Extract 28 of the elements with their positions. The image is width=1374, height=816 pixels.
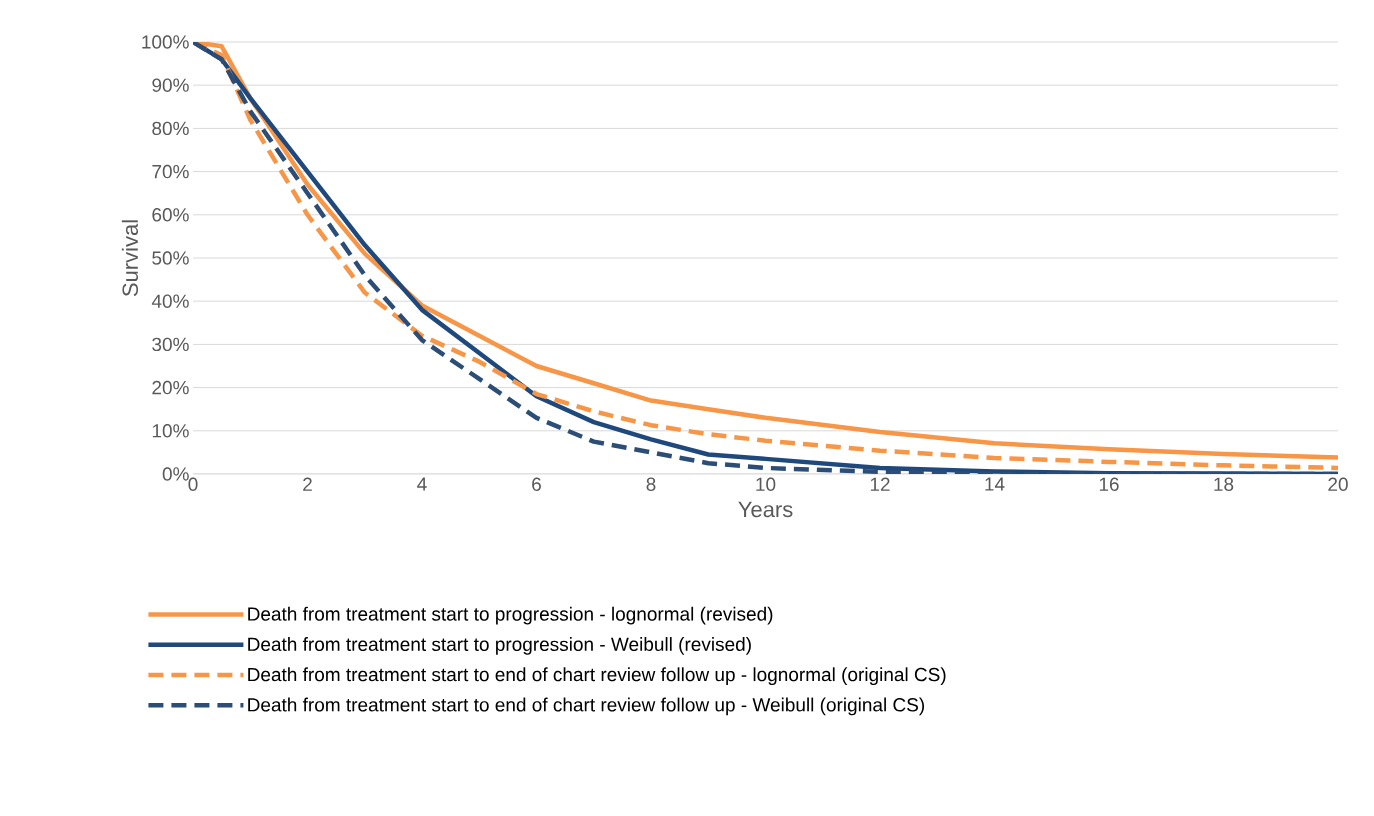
x-tick-label: 6 [532, 477, 541, 491]
y-tick-label: 80% [152, 121, 189, 136]
y-tick-label: 30% [152, 337, 189, 352]
x-tick-label: 10 [756, 477, 776, 491]
x-tick-label: 16 [1099, 477, 1119, 491]
x-tick-label: 4 [417, 477, 427, 491]
legend-label: Death from treatment start to end of chart review follow up - lognormal (original CS) [248, 667, 946, 686]
y-tick-label: 20% [152, 380, 189, 395]
y-axis-title: Survival [121, 220, 139, 297]
y-tick-label: 50% [152, 251, 189, 265]
x-tick-label: 8 [646, 477, 656, 491]
x-axis-title: Years [738, 501, 793, 518]
x-tick-label: 2 [303, 477, 312, 491]
x-tick-label: 18 [1214, 477, 1234, 491]
y-tick-label: 90% [152, 78, 189, 92]
x-tick-label: 12 [870, 477, 890, 491]
y-tick-label: 10% [152, 424, 189, 438]
y-tick-label: 70% [152, 164, 189, 179]
legend-label: Death from treatment start to end of chart review follow up - Weibull (original CS) [248, 697, 925, 716]
y-tick-label: 60% [152, 208, 189, 222]
y-tick-label: 40% [151, 294, 189, 308]
x-tick-label: 0 [188, 477, 198, 491]
legend-label: Death from treatment start to progression - Weibull (revised) [248, 637, 751, 655]
y-tick-label: 0% [162, 467, 189, 481]
x-tick-label: 14 [985, 477, 1005, 491]
y-tick-label: 100% [142, 35, 189, 49]
x-tick-label: 20 [1328, 477, 1348, 491]
legend-label: Death from treatment start to progression - lognormal (revised) [248, 606, 773, 625]
